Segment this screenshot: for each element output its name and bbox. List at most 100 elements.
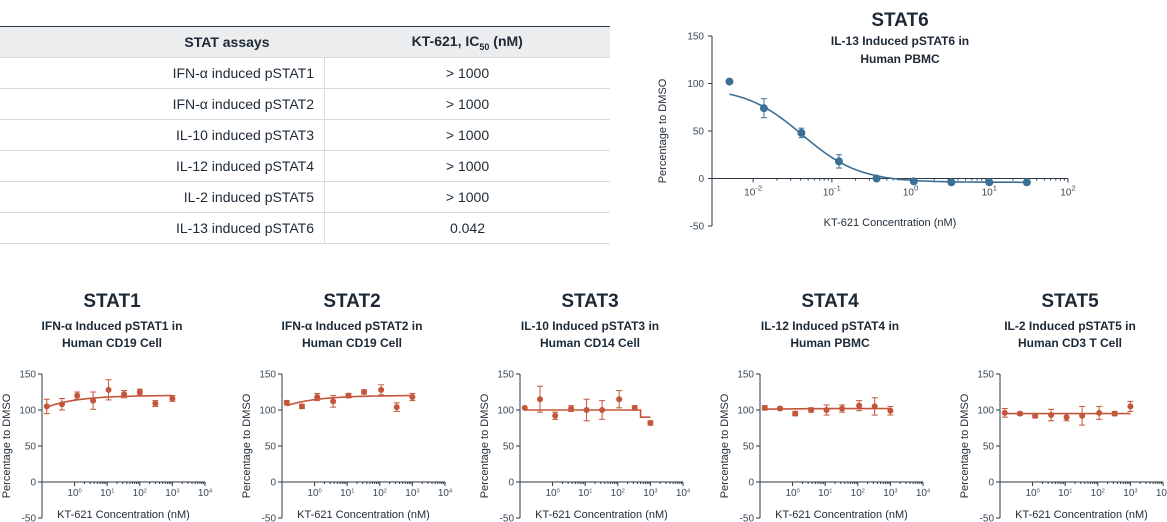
chart-subtitle: IL-10 Induced pSTAT3 in: [521, 319, 659, 333]
data-point: [1127, 403, 1134, 410]
y-tick-label: 150: [977, 370, 994, 381]
data-point: [43, 403, 50, 410]
y-tick-label: 0: [698, 174, 704, 185]
data-point: [169, 395, 176, 402]
chart-title: STAT2: [323, 291, 380, 312]
data-point: [552, 412, 559, 419]
header-ic50: KT-621, IC50 (nM): [324, 26, 610, 58]
y-tick-label: 0: [748, 478, 754, 489]
data-point: [616, 396, 623, 403]
chart-subtitle: Human PBMC: [790, 336, 870, 350]
table-row: IL-13 induced pSTAT6 0.042: [0, 212, 610, 244]
data-point: [521, 404, 528, 411]
x-axis-label: KT-621 Concentration (nM): [57, 509, 190, 521]
y-axis-label: Percentage to DMSO: [959, 393, 971, 498]
data-point: [761, 404, 768, 411]
y-tick-label: 50: [983, 442, 995, 453]
x-axis-label: KT-621 Concentration (nM): [297, 509, 430, 521]
x-tick-label: 100: [307, 488, 321, 499]
y-tick-label: 100: [19, 406, 36, 417]
y-axis-label: Percentage to DMSO: [479, 393, 491, 498]
y-tick-label: 100: [977, 406, 994, 417]
chart-stat4: STAT4 IL-12 Induced pSTAT4 in Human PBMC -5…: [719, 291, 930, 522]
data-point: [1032, 412, 1039, 419]
assay-name: IL-13 induced pSTAT6: [0, 212, 325, 244]
ic50-value: > 1000: [324, 150, 610, 182]
y-tick-label: 150: [687, 32, 704, 43]
ic50-value: > 1000: [324, 57, 610, 89]
assay-name: IFN-α induced pSTAT2: [0, 88, 325, 120]
data-point: [409, 394, 416, 401]
x-axis-label: KT-621 Concentration (nM): [535, 509, 668, 521]
x-tick-label: 101: [982, 184, 997, 199]
x-axis-label: KT-621 Concentration (nM): [1015, 509, 1148, 521]
y-tick-label: -50: [22, 514, 37, 522]
chart-stat2: STAT2 IFN-α Induced pSTAT2 in Human CD19 C…: [241, 291, 452, 522]
data-point: [1063, 414, 1070, 421]
x-tick-label: 101: [1058, 488, 1072, 499]
table-header-row: STAT assays KT-621, IC50 (nM): [0, 26, 610, 58]
chart-title: STAT5: [1041, 291, 1099, 312]
y-tick-label: -50: [262, 514, 277, 522]
data-point: [871, 403, 878, 410]
data-point: [361, 389, 368, 395]
data-point: [1079, 412, 1086, 419]
data-point: [536, 396, 543, 403]
y-tick-label: 50: [25, 442, 37, 453]
data-point: [834, 157, 843, 166]
x-tick-label: 103: [165, 488, 179, 499]
table-row: IL-12 induced pSTAT4 > 1000: [0, 150, 610, 182]
y-tick-label: 50: [743, 442, 755, 453]
x-tick-label: 100: [785, 488, 799, 499]
fit-curve: [729, 93, 1027, 184]
y-axis-label: Percentage to DMSO: [241, 393, 253, 498]
x-tick-label: 104: [676, 488, 690, 499]
data-point: [725, 77, 734, 86]
header-stat-assays: STAT assays: [0, 26, 325, 58]
chart-subtitle: IL-12 Induced pSTAT4 in: [761, 319, 899, 333]
x-tick-label: 10-2: [744, 184, 762, 199]
chart-title: STAT1: [83, 291, 141, 312]
x-tick-label: 102: [373, 488, 387, 499]
y-tick-label: 150: [19, 370, 36, 381]
data-point: [583, 407, 590, 413]
data-point: [121, 391, 128, 398]
data-point: [792, 410, 799, 417]
y-tick-label: -50: [690, 222, 705, 233]
data-point: [808, 407, 815, 413]
chart-subtitle: Human PBMC: [860, 52, 940, 66]
x-tick-label: 103: [643, 488, 657, 499]
data-point: [1048, 412, 1055, 419]
data-point: [314, 394, 321, 401]
data-point: [152, 400, 159, 407]
chart-title: STAT6: [871, 10, 928, 31]
assay-name: IL-2 induced pSTAT5: [0, 181, 325, 213]
x-tick-label: 100: [67, 488, 81, 499]
x-tick-label: 103: [1123, 488, 1137, 499]
x-tick-label: 10-1: [823, 184, 841, 199]
y-tick-label: 0: [270, 478, 276, 489]
y-tick-label: 150: [737, 370, 754, 381]
chart-subtitle: Human CD14 Cell: [540, 336, 640, 350]
chart-title: STAT4: [801, 291, 859, 312]
table-row: IFN-α induced pSTAT1 > 1000: [0, 57, 610, 89]
x-tick-label: 101: [578, 488, 592, 499]
chart-stat3: STAT3 IL-10 Induced pSTAT3 in Human CD14 C…: [479, 291, 690, 522]
ic50-value: > 1000: [324, 119, 610, 151]
data-point: [345, 392, 352, 399]
y-tick-label: 100: [259, 406, 276, 417]
fit-curve: [524, 409, 651, 418]
y-tick-label: 100: [497, 406, 514, 417]
assay-name: IL-12 induced pSTAT4: [0, 150, 325, 182]
y-tick-label: 150: [497, 370, 514, 381]
x-tick-label: 104: [438, 488, 452, 499]
data-point: [1111, 410, 1118, 417]
y-tick-label: 0: [508, 478, 514, 489]
x-tick-label: 102: [851, 488, 865, 499]
fit-curve: [46, 394, 173, 408]
x-tick-label: 101: [100, 488, 114, 499]
y-tick-label: -50: [740, 514, 755, 522]
data-point: [839, 405, 846, 412]
chart-stat5: STAT5 IL-2 Induced pSTAT5 in Human CD3 T C…: [959, 291, 1167, 522]
data-point: [378, 386, 385, 393]
